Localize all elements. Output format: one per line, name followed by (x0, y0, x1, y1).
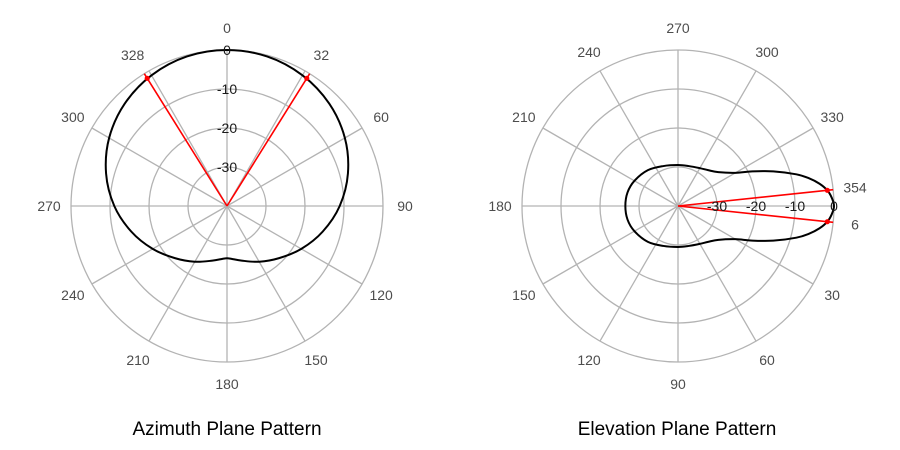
elevation-angle-tick-label: 300 (755, 44, 779, 60)
elevation-angle-tick-label: 120 (577, 352, 601, 368)
azimuth-radial-tick-label: -10 (217, 81, 237, 97)
elevation-angle-tick-label: 330 (820, 109, 844, 125)
azimuth-beamwidth-line (226, 73, 311, 207)
azimuth-angle-tick-label: 120 (369, 287, 393, 303)
elevation-grid-spoke (677, 205, 757, 342)
elevation-angle-tick-label: 354 (843, 179, 867, 195)
elevation-grid-spoke (677, 205, 814, 285)
azimuth-grid-spoke (148, 70, 228, 207)
azimuth-radial-tick-label: -30 (217, 159, 237, 175)
elevation-chart-title: Elevation Plane Pattern (578, 419, 777, 440)
azimuth-grid-spoke (226, 70, 306, 207)
azimuth-angle-tick-label: 300 (61, 109, 85, 125)
elevation-beamwidth-line (677, 205, 834, 224)
elevation-radial-tick-labels: -30 -20 -10 0 (707, 198, 838, 214)
azimuth-grid-spoke (148, 205, 228, 342)
elevation-grid-spoke (677, 70, 757, 207)
azimuth-angle-tick-label: 90 (397, 198, 413, 214)
azimuth-angle-tick-label: 328 (121, 47, 145, 63)
azimuth-radial-tick-labels: -30 -20 -10 0 (217, 42, 237, 175)
azimuth-grid (70, 49, 384, 363)
elevation-grid-spoke (599, 205, 679, 342)
elevation-angle-tick-label: 6 (851, 217, 859, 233)
elevation-angle-tick-label: 30 (824, 287, 840, 303)
elevation-angle-tick-label: 60 (759, 352, 775, 368)
elevation-pattern-layer (624, 164, 836, 248)
azimuth-pattern-layer (104, 48, 350, 263)
azimuth-radial-tick-label: 0 (223, 42, 231, 58)
azimuth-polar-chart: -30 -20 -10 0 0 32 60 90 120 150 180 210 240 270 300 3… (37, 20, 413, 440)
elevation-angle-tick-label: 90 (670, 376, 686, 392)
azimuth-grid-spoke (91, 205, 228, 285)
azimuth-angle-tick-label: 210 (126, 352, 150, 368)
azimuth-grid-spoke (226, 127, 363, 207)
azimuth-angle-tick-label: 240 (61, 287, 85, 303)
elevation-grid-spoke (542, 127, 679, 207)
azimuth-angle-tick-label: 150 (304, 352, 328, 368)
elevation-angle-tick-label: 150 (512, 287, 536, 303)
elevation-radial-tick-label: 0 (830, 198, 838, 214)
azimuth-grid-spoke (91, 127, 228, 207)
azimuth-beamwidth-line (143, 73, 228, 207)
elevation-beamwidth-point (824, 187, 830, 193)
azimuth-grid-spoke (226, 205, 306, 342)
elevation-beamwidth-line (677, 188, 834, 207)
azimuth-angle-tick-label: 180 (215, 376, 239, 392)
azimuth-angle-tick-label: 0 (223, 20, 231, 36)
azimuth-angle-tick-label: 32 (314, 47, 330, 63)
elevation-grid-spoke (599, 70, 679, 207)
azimuth-radial-tick-label: -20 (217, 120, 237, 136)
azimuth-chart-title: Azimuth Plane Pattern (132, 419, 321, 440)
elevation-angle-tick-label: 270 (666, 20, 690, 36)
azimuth-grid-spoke (226, 205, 363, 285)
elevation-angle-tick-label: 240 (577, 44, 601, 60)
elevation-radial-tick-label: -30 (707, 198, 727, 214)
elevation-polar-chart: -30 -20 -10 0 6 30 60 90 120 150 180 210 240 270 300 3… (488, 20, 867, 440)
elevation-pattern-curve (624, 164, 836, 248)
elevation-radial-tick-label: -10 (785, 198, 805, 214)
elevation-beamwidth-point (824, 219, 830, 225)
azimuth-beamwidth-markers (143, 73, 311, 207)
elevation-grid-spoke (542, 205, 679, 285)
azimuth-pattern-curve (104, 48, 350, 263)
elevation-angle-tick-label: 180 (488, 198, 512, 214)
elevation-beamwidth-markers (677, 187, 834, 225)
azimuth-beamwidth-point (144, 75, 150, 81)
azimuth-angle-tick-label: 60 (373, 109, 389, 125)
elevation-angle-tick-labels: 6 30 60 90 120 150 180 210 240 270 300 330 354 (488, 20, 867, 392)
azimuth-angle-tick-labels: 0 32 60 90 120 150 180 210 240 270 300 328 (37, 20, 413, 392)
elevation-angle-tick-label: 210 (512, 109, 536, 125)
elevation-grid-spoke (677, 127, 814, 207)
elevation-radial-tick-label: -20 (746, 198, 766, 214)
azimuth-beamwidth-point (304, 75, 310, 81)
azimuth-angle-tick-label: 270 (37, 198, 61, 214)
